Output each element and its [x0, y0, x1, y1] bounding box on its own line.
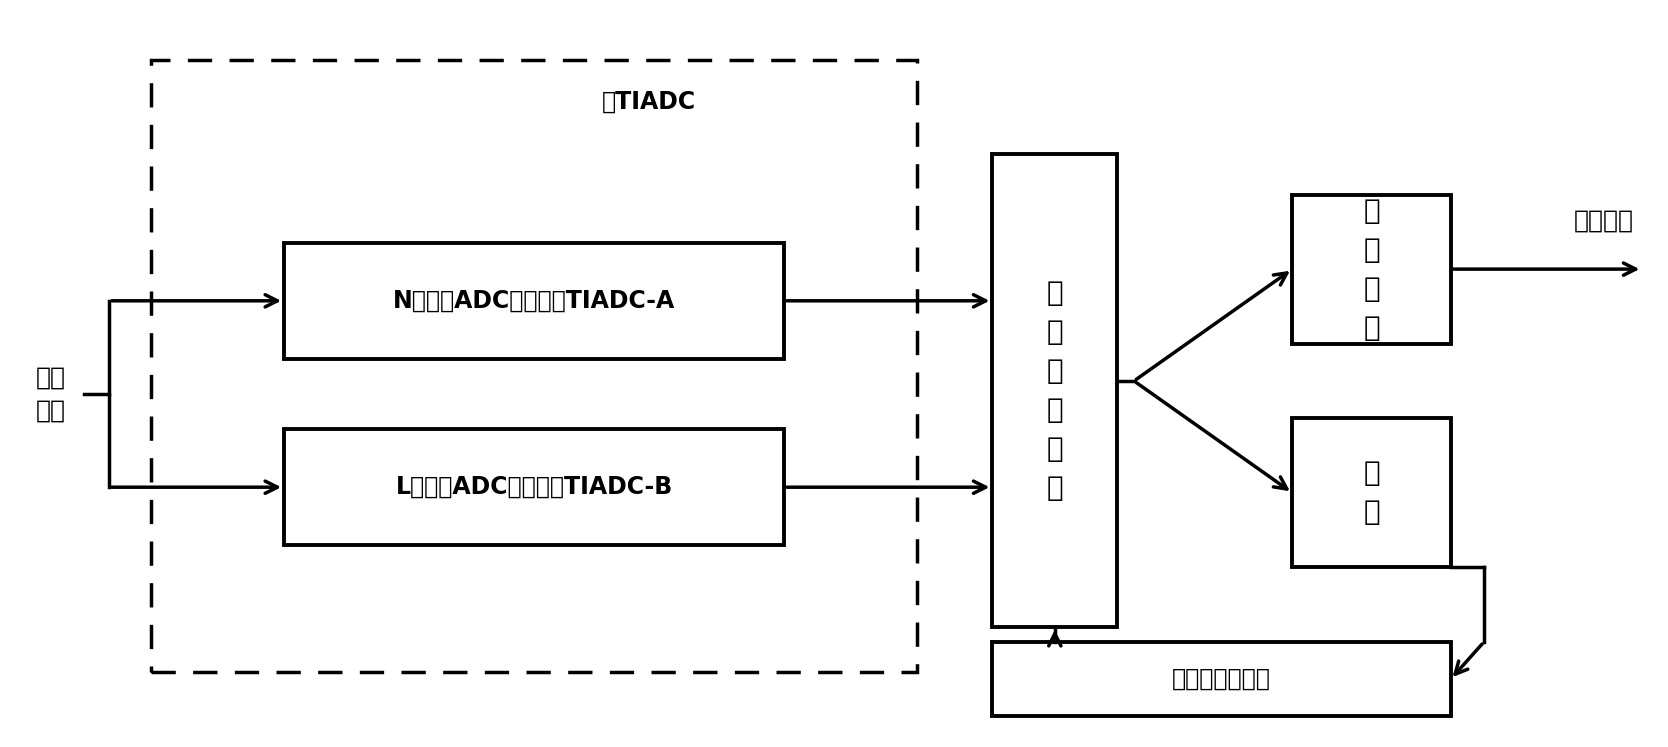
Text: 算
术
平
均: 算 术 平 均: [1363, 196, 1379, 341]
Text: 总TIADC: 总TIADC: [602, 90, 696, 114]
Text: 求
差: 求 差: [1363, 459, 1379, 527]
Text: 输入
信号: 输入 信号: [35, 365, 65, 423]
Text: L个劈分ADC通道的子TIADC-B: L个劈分ADC通道的子TIADC-B: [395, 475, 672, 499]
Bar: [284, 430, 784, 545]
Text: 转换输出: 转换输出: [1575, 208, 1635, 232]
Bar: [150, 61, 917, 672]
Bar: [284, 243, 784, 359]
Text: 失
配
误
差
补
偿: 失 配 误 差 补 偿: [1046, 279, 1063, 502]
Text: 自适应校准算法: 自适应校准算法: [1173, 667, 1271, 691]
Text: N个劈分ADC通道的子TIADC-A: N个劈分ADC通道的子TIADC-A: [394, 289, 676, 313]
Bar: [992, 154, 1118, 627]
Bar: [992, 642, 1451, 716]
Bar: [1293, 418, 1451, 568]
Bar: [1293, 194, 1451, 344]
